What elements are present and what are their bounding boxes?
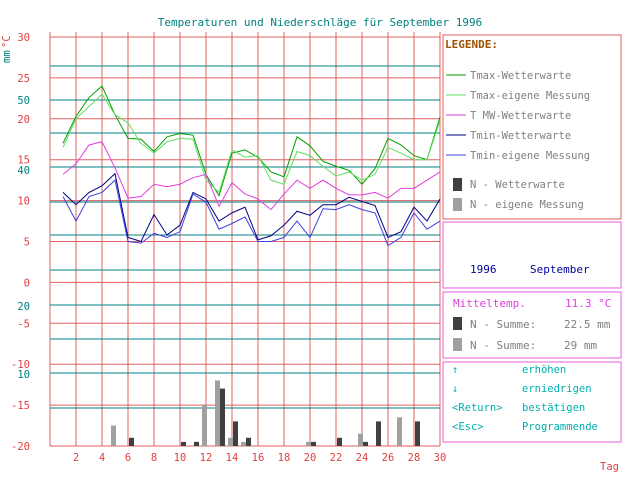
- precip-bar: [363, 441, 368, 446]
- legend-entry: Tmax-Wetterwarte: [470, 70, 571, 82]
- x-tick-label: 12: [200, 452, 213, 464]
- precip-bar: [228, 437, 233, 446]
- legend-entry: Tmin-eigene Messung: [470, 150, 590, 162]
- help-action: bestätigen: [522, 402, 585, 414]
- mean-temp-value: 11.3 °C: [565, 297, 611, 310]
- legend: Tmax-Wetterwarte Tmax-eigene Messung T MW-…: [446, 70, 590, 211]
- help-key: ↑: [452, 364, 458, 376]
- help-key: <Esc>: [452, 421, 484, 433]
- y-tick-label-temp: 5: [24, 237, 30, 249]
- precip-bar: [397, 417, 402, 446]
- y-tick-label-precip: 40: [17, 165, 30, 177]
- y-tick-label-precip: 20: [17, 301, 30, 313]
- y-tick-label-temp: 30: [17, 32, 30, 44]
- mean-temp-label: Mitteltemp.: [453, 297, 526, 310]
- help-box: [442, 361, 622, 443]
- legend-entry: T MW-Wetterwarte: [470, 110, 571, 122]
- precip-bar: [415, 421, 420, 446]
- precip-bar: [376, 421, 381, 446]
- chart-title: Temperaturen und Niederschläge für Septe…: [158, 16, 483, 29]
- precip-bar: [181, 441, 186, 446]
- precip-bar: [358, 433, 363, 446]
- precip-bar: [306, 441, 311, 446]
- series-line: [62, 93, 441, 194]
- precip-unit-label: mm: [1, 50, 13, 63]
- precip-own-swatch: [453, 338, 462, 351]
- y-tick-label-temp: -10: [11, 359, 30, 371]
- precip-sum2-value: 29 mm: [564, 339, 597, 352]
- temp-unit-label: °C: [1, 35, 13, 48]
- temperature-lines: [62, 85, 441, 247]
- y-tick-label-temp: 20: [17, 114, 30, 126]
- legend-bar-swatch: [453, 178, 462, 191]
- precip-wetterwarte-swatch: [453, 317, 462, 330]
- series-line: [62, 141, 441, 211]
- x-tick-label: 6: [125, 452, 131, 464]
- x-tick-label: 2: [73, 452, 79, 464]
- help-key: <Return>: [452, 402, 503, 414]
- legend-bar-swatch: [453, 198, 462, 211]
- precip-bar: [129, 437, 134, 446]
- series-line: [62, 172, 441, 243]
- x-tick-label: 10: [174, 452, 187, 464]
- precip-bar: [215, 380, 220, 446]
- legend-entry: N - Wetterwarte: [470, 179, 565, 191]
- date-year: 1996: [470, 263, 497, 276]
- legend-panel: [442, 34, 622, 220]
- x-tick-label: 8: [151, 452, 157, 464]
- x-tick-label: 14: [226, 452, 239, 464]
- x-axis-label: Tag: [600, 461, 619, 473]
- precip-bars: [111, 380, 420, 446]
- y-tick-label-temp: -5: [17, 318, 30, 330]
- x-tick-label: 24: [356, 452, 369, 464]
- y-tick-label-precip: 50: [17, 95, 30, 107]
- help-action: Programmende: [522, 421, 598, 433]
- y-tick-label-temp: -20: [11, 441, 30, 453]
- precip-bar: [246, 437, 251, 446]
- legend-title: LEGENDE:: [445, 38, 498, 51]
- precip-bar: [337, 437, 342, 446]
- y-tick-label-temp: -15: [11, 400, 30, 412]
- date-box: [442, 221, 622, 289]
- precip-bar: [111, 425, 116, 446]
- precip-bar: [241, 441, 246, 446]
- series-line: [62, 85, 441, 197]
- y-tick-label-precip: 10: [17, 369, 30, 381]
- legend-entry: Tmin-Wetterwarte: [470, 130, 571, 142]
- x-tick-label: 18: [278, 452, 291, 464]
- legend-entry: N - eigene Messung: [470, 199, 584, 211]
- help-action: erniedrigen: [522, 383, 592, 395]
- legend-entry: Tmax-eigene Messung: [470, 90, 590, 102]
- precip-sum1-value: 22.5 mm: [564, 318, 611, 331]
- grid: [49, 32, 441, 447]
- x-tick-label: 20: [304, 452, 317, 464]
- y-tick-label-temp: 10: [17, 196, 30, 208]
- x-tick-label: 16: [252, 452, 265, 464]
- y-tick-label-temp: 0: [24, 277, 30, 289]
- series-line: [62, 179, 441, 247]
- y-tick-label-temp: 25: [17, 73, 30, 85]
- precip-sum1-label: N - Summe:: [470, 318, 536, 331]
- stats-box: [442, 291, 622, 359]
- x-tick-label: 28: [408, 452, 421, 464]
- key-help: ↑ erhöhen ↓ erniedrigen <Return> bestätigen <E…: [452, 364, 598, 433]
- x-tick-label: 22: [330, 452, 343, 464]
- precip-bar: [311, 441, 316, 446]
- help-action: erhöhen: [522, 364, 566, 376]
- precip-bar: [233, 421, 238, 446]
- precip-bar: [202, 405, 207, 446]
- y-tick-label-temp: 15: [17, 155, 30, 167]
- date-month: September: [530, 263, 590, 276]
- x-tick-label: 26: [382, 452, 395, 464]
- precip-sum2-label: N - Summe:: [470, 339, 536, 352]
- precip-bar: [220, 388, 225, 446]
- x-tick-label: 30: [434, 452, 447, 464]
- help-key: ↓: [452, 383, 458, 395]
- x-tick-label: 4: [99, 452, 105, 464]
- precip-bar: [194, 441, 199, 446]
